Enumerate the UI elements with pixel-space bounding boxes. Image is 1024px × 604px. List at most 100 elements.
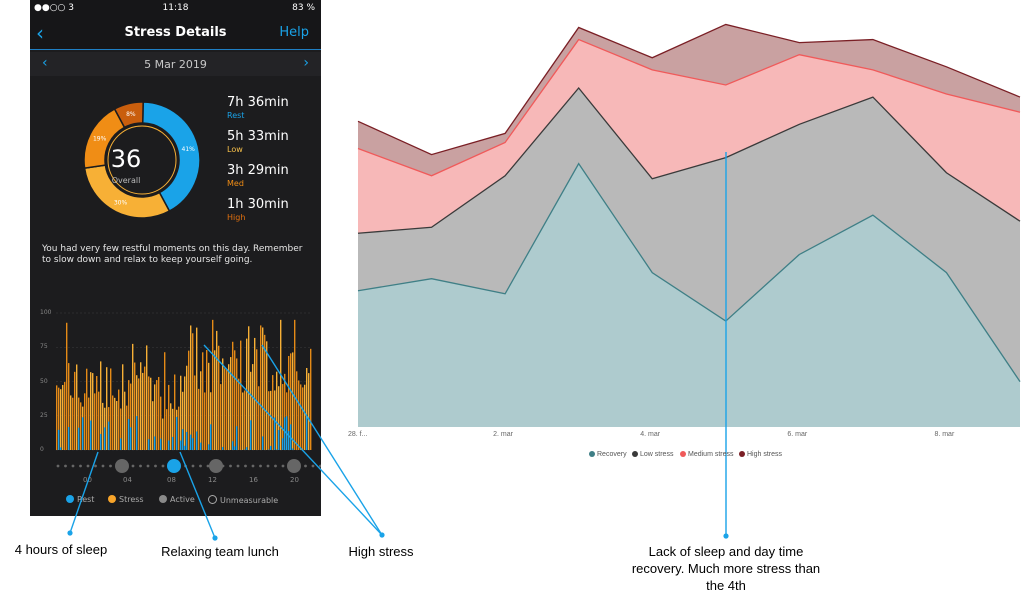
area-x-tick: 6. mar — [787, 431, 808, 438]
rest-bar — [282, 438, 284, 450]
rest-bar — [168, 440, 170, 450]
stress-bar — [66, 322, 68, 450]
area-legend-medium-stress: Medium stress — [680, 451, 734, 458]
stress-x-tick: 20 — [290, 476, 299, 484]
rest-bar — [234, 446, 236, 450]
stress-y-tick: 0 — [40, 446, 44, 453]
timeline-dot — [71, 464, 75, 468]
chart-title: Recovery and Stress by Day — [611, 54, 739, 65]
stress-dot-icon — [108, 495, 116, 503]
legend-label: Medium stress — [688, 451, 734, 458]
stress-bar — [156, 380, 158, 450]
rest-bar — [182, 429, 184, 450]
rest-bar — [58, 429, 60, 450]
rest-bar — [78, 427, 80, 450]
rest-bar — [104, 427, 106, 450]
stress-bar — [252, 364, 254, 450]
stress-bar — [300, 384, 302, 450]
activity-marker-icon[interactable] — [209, 459, 223, 473]
stress-bar — [188, 350, 190, 450]
battery-text: 83 % — [292, 3, 315, 13]
timeline-dot — [154, 464, 157, 468]
stress-x-tick: 12 — [208, 476, 217, 484]
stress-bar — [158, 376, 160, 450]
rest-bar — [236, 426, 238, 450]
rest-bar — [160, 438, 162, 450]
stat-value: 5h 33min — [227, 129, 289, 144]
stress-bar — [276, 371, 278, 450]
stat-label: High — [227, 213, 246, 222]
stress-bar — [174, 374, 176, 450]
donut-slice-label: 8% — [126, 111, 136, 118]
stress-bar — [296, 371, 298, 450]
annotation-lunch: Relaxing team lunch — [161, 544, 279, 559]
activity-marker-icon[interactable] — [287, 459, 301, 473]
stress-bar — [182, 391, 184, 450]
timeline-dot — [109, 464, 112, 468]
overall-label: Overall — [111, 176, 141, 185]
rest-bar — [244, 449, 246, 450]
stat-value: 1h 30min — [227, 197, 289, 212]
stat-label: Rest — [227, 111, 245, 120]
rest-bar — [192, 438, 194, 450]
timeline-dot — [311, 464, 315, 468]
stat-med: 3h 29min Med — [227, 163, 289, 188]
next-day-chevron-icon[interactable]: › — [303, 55, 309, 71]
stress-x-tick: 00 — [83, 476, 92, 484]
stress-bar — [72, 397, 74, 450]
rest-bar — [232, 441, 234, 450]
stress-bar — [196, 327, 198, 450]
stress-bar — [272, 375, 274, 450]
stress-bar — [190, 325, 192, 450]
date-label: 5 Mar 2019 — [144, 58, 207, 71]
timeline-dot — [274, 464, 277, 468]
stress-bar — [110, 368, 112, 450]
date-selector: ‹ 5 Mar 2019 › — [30, 52, 321, 76]
stress-bar — [62, 384, 64, 450]
rest-bar — [120, 438, 122, 450]
donut-slice-label: 19% — [93, 136, 107, 143]
stat-label: Low — [227, 145, 243, 154]
stress-bar — [232, 341, 234, 450]
stress-x-tick: 04 — [123, 476, 132, 484]
stress-message: You had very few restful moments on this… — [42, 244, 303, 265]
stress-donut-chart: 41% 30% 19% 8% — [83, 101, 201, 219]
donut-slice-label: 41% — [182, 146, 196, 153]
line-low-stress — [357, 86, 1021, 234]
stress-bar — [142, 372, 144, 450]
stress-bar — [118, 389, 120, 450]
donut-slice-rest — [141, 101, 201, 213]
timeline-dot — [86, 464, 90, 468]
area-low-stress — [358, 88, 1020, 382]
stress-bar — [214, 350, 216, 450]
stress-bar — [116, 401, 118, 450]
stress-bar — [302, 387, 304, 450]
rest-bar — [306, 417, 308, 450]
overall-score: 36 — [110, 145, 142, 173]
stress-bar — [198, 388, 200, 450]
stress-bar — [150, 377, 152, 450]
stress-bar — [206, 350, 208, 450]
rest-bar — [186, 431, 188, 450]
stat-high: 1h 30min High — [227, 197, 289, 222]
prev-day-chevron-icon[interactable]: ‹ — [42, 55, 48, 71]
area-legend-recovery: Recovery — [589, 451, 627, 458]
stress-bar — [168, 384, 170, 450]
stress-bar — [310, 348, 312, 450]
activity-marker-icon[interactable] — [167, 459, 181, 473]
timeline-dot — [79, 464, 82, 468]
activity-marker-icon[interactable] — [115, 459, 129, 473]
timeline-dot — [206, 464, 210, 468]
legend-rest: Rest — [66, 495, 94, 504]
back-chevron-icon[interactable]: ‹ — [36, 21, 44, 45]
help-button[interactable]: Help — [279, 25, 309, 40]
stress-bar — [94, 393, 96, 450]
rest-bar — [154, 436, 156, 450]
stress-timeline-chart — [56, 312, 321, 473]
stress-bar — [166, 409, 168, 450]
rest-bar — [250, 420, 252, 450]
rest-bar — [270, 445, 272, 450]
stress-bar — [178, 406, 180, 450]
rest-bar — [136, 416, 138, 450]
stress-bar — [208, 362, 210, 450]
